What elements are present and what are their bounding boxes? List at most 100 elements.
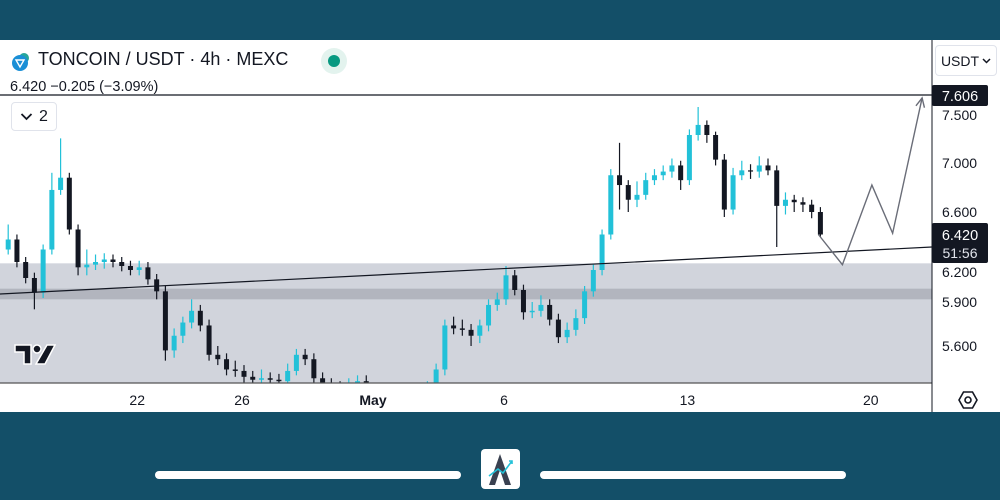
indicators-toggle-button[interactable]: 2 xyxy=(11,102,57,131)
candle[interactable] xyxy=(809,199,815,219)
candle[interactable] xyxy=(512,270,518,296)
candle[interactable] xyxy=(468,324,474,346)
candle[interactable] xyxy=(5,224,11,255)
candle[interactable] xyxy=(564,322,570,344)
candle[interactable] xyxy=(197,304,203,332)
candle[interactable] xyxy=(442,319,448,376)
candle[interactable] xyxy=(145,262,151,285)
candle[interactable] xyxy=(590,264,596,297)
candle[interactable] xyxy=(302,348,308,366)
candle[interactable] xyxy=(494,292,500,311)
candle[interactable] xyxy=(643,172,649,200)
candle[interactable] xyxy=(695,107,701,141)
candle[interactable] xyxy=(93,254,99,271)
candle[interactable] xyxy=(206,319,212,361)
candle[interactable] xyxy=(40,244,46,299)
candle[interactable] xyxy=(276,373,282,387)
candle[interactable] xyxy=(739,160,745,181)
currency-label: USDT xyxy=(940,52,980,69)
candle[interactable] xyxy=(704,120,710,143)
candle[interactable] xyxy=(241,365,247,383)
candle[interactable] xyxy=(791,194,797,212)
candle[interactable] xyxy=(713,131,719,166)
candle[interactable] xyxy=(285,363,291,387)
candle[interactable] xyxy=(58,138,64,195)
candle[interactable] xyxy=(503,266,509,305)
candle[interactable] xyxy=(433,363,439,393)
candle[interactable] xyxy=(119,257,125,272)
candle[interactable] xyxy=(84,249,90,276)
candle[interactable] xyxy=(520,284,526,320)
candle[interactable] xyxy=(390,384,395,399)
candle[interactable] xyxy=(329,378,334,393)
candle[interactable] xyxy=(49,172,55,255)
candle[interactable] xyxy=(110,254,116,268)
candle[interactable] xyxy=(817,207,823,237)
candle[interactable] xyxy=(127,260,133,276)
candle[interactable] xyxy=(555,313,561,344)
candle[interactable] xyxy=(573,309,579,336)
candle[interactable] xyxy=(538,295,544,317)
candle[interactable] xyxy=(171,328,177,358)
candle[interactable] xyxy=(459,319,465,336)
candle[interactable] xyxy=(399,382,404,396)
candle[interactable] xyxy=(547,299,553,326)
candle[interactable] xyxy=(180,316,186,344)
candle[interactable] xyxy=(425,381,430,399)
candle[interactable] xyxy=(686,129,692,186)
candle[interactable] xyxy=(346,378,351,396)
candle[interactable] xyxy=(782,192,788,215)
symbol-title[interactable]: TONCOIN / USDT · 4h · MEXC xyxy=(38,49,289,69)
candle[interactable] xyxy=(363,375,369,394)
candle[interactable] xyxy=(311,353,317,384)
candle[interactable] xyxy=(721,154,727,217)
candle[interactable] xyxy=(215,346,221,366)
candle[interactable] xyxy=(31,272,37,310)
candle[interactable] xyxy=(625,180,631,212)
candle[interactable] xyxy=(486,299,492,332)
candle[interactable] xyxy=(608,169,614,240)
candle[interactable] xyxy=(14,234,20,268)
candle[interactable] xyxy=(75,224,81,276)
candle[interactable] xyxy=(189,299,195,329)
candlestick-chart[interactable]: 7.500 7.000 6.600 6.200 5.900 5.600 22 26 May 6 1… xyxy=(0,0,1000,412)
candle[interactable] xyxy=(224,353,230,376)
candle[interactable] xyxy=(407,382,412,396)
candle[interactable] xyxy=(529,302,535,319)
projection-path[interactable] xyxy=(817,97,923,267)
candle[interactable] xyxy=(101,253,107,269)
candle[interactable] xyxy=(582,286,588,324)
market-status-indicator[interactable] xyxy=(321,48,347,74)
tradingview-logo[interactable] xyxy=(14,343,56,365)
candle[interactable] xyxy=(66,172,72,235)
candle[interactable] xyxy=(748,164,754,179)
candle[interactable] xyxy=(250,370,256,386)
candle[interactable] xyxy=(800,197,806,212)
candle[interactable] xyxy=(774,165,780,247)
candle[interactable] xyxy=(162,286,168,361)
candle[interactable] xyxy=(136,260,142,276)
candle[interactable] xyxy=(678,160,684,190)
candle[interactable] xyxy=(477,319,483,344)
candle[interactable] xyxy=(651,169,657,186)
top-frame xyxy=(0,0,1000,40)
candle[interactable] xyxy=(756,156,762,178)
candle[interactable] xyxy=(660,165,666,181)
candle[interactable] xyxy=(634,181,640,208)
candle[interactable] xyxy=(320,372,326,390)
candle[interactable] xyxy=(293,348,299,376)
settings-icon[interactable] xyxy=(958,391,978,409)
candle[interactable] xyxy=(730,167,736,215)
candle[interactable] xyxy=(599,229,605,276)
candle[interactable] xyxy=(416,384,421,399)
candle[interactable] xyxy=(617,142,623,210)
trendline[interactable] xyxy=(0,246,932,295)
candle[interactable] xyxy=(23,257,29,284)
candle[interactable] xyxy=(765,158,771,176)
currency-selector[interactable]: USDT xyxy=(935,45,997,76)
candle[interactable] xyxy=(451,316,457,335)
candle[interactable] xyxy=(669,158,675,178)
price-tick-label: 7.000 xyxy=(942,155,977,171)
candle[interactable] xyxy=(232,360,238,377)
candle[interactable] xyxy=(267,372,273,385)
